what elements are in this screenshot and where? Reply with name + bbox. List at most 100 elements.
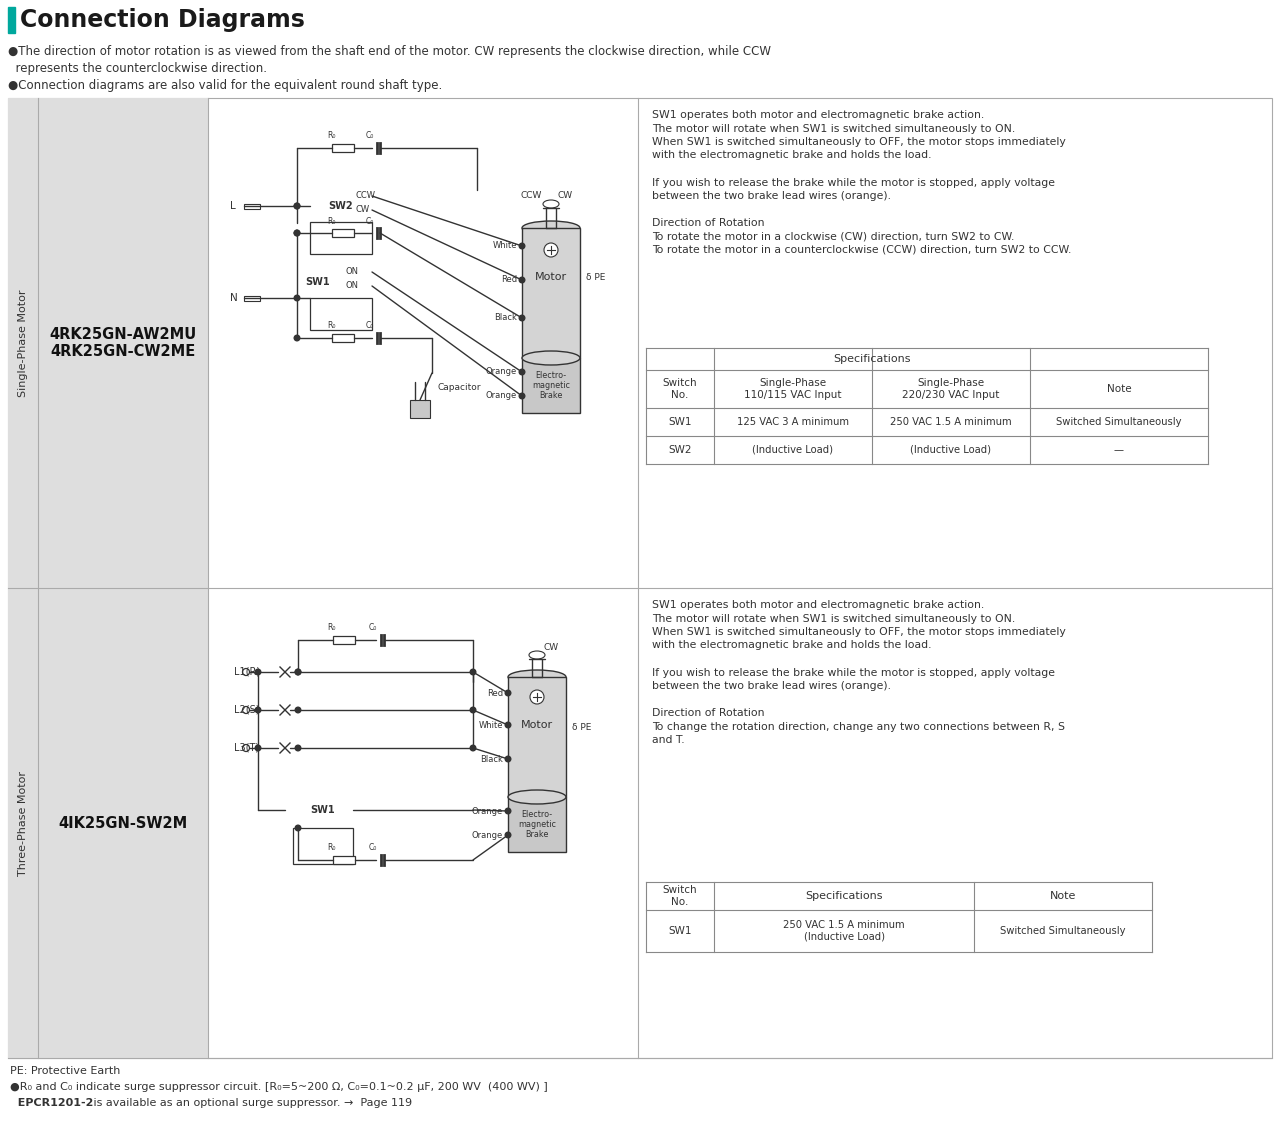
Text: SW1 operates both motor and electromagnetic brake action.: SW1 operates both motor and electromagne… <box>652 600 984 610</box>
Circle shape <box>255 745 261 751</box>
Text: CCW: CCW <box>355 192 375 201</box>
Text: When SW1 is switched simultaneously to OFF, the motor stops immediately: When SW1 is switched simultaneously to O… <box>652 137 1066 147</box>
Text: (Inductive Load): (Inductive Load) <box>753 445 833 455</box>
Text: Black: Black <box>494 314 517 323</box>
Text: ON: ON <box>346 268 358 277</box>
Circle shape <box>506 808 511 814</box>
Text: Capacitor: Capacitor <box>438 383 481 392</box>
Text: and T.: and T. <box>652 735 685 745</box>
Bar <box>333 636 355 643</box>
Circle shape <box>296 669 301 675</box>
Circle shape <box>506 722 511 728</box>
Text: 250 VAC 1.5 A minimum: 250 VAC 1.5 A minimum <box>890 417 1011 427</box>
Bar <box>333 856 355 864</box>
Text: Electro-
magnetic
Brake: Electro- magnetic Brake <box>518 809 556 840</box>
Text: R₀: R₀ <box>328 623 337 632</box>
Text: If you wish to release the brake while the motor is stopped, apply voltage: If you wish to release the brake while t… <box>652 667 1055 677</box>
Ellipse shape <box>508 670 566 684</box>
Text: ●Connection diagrams are also valid for the equivalent round shaft type.: ●Connection diagrams are also valid for … <box>8 78 443 92</box>
Text: Black: Black <box>480 754 503 763</box>
Bar <box>8 7 15 33</box>
Text: Direction of Rotation: Direction of Rotation <box>652 708 764 717</box>
Text: CW: CW <box>557 192 572 201</box>
Text: Electro-
magnetic
Brake: Electro- magnetic Brake <box>532 371 570 400</box>
Text: SW1: SW1 <box>668 417 691 427</box>
Circle shape <box>470 707 476 713</box>
Text: CW: CW <box>544 642 558 651</box>
Circle shape <box>530 691 544 704</box>
Text: ON: ON <box>346 281 358 290</box>
Text: δ PE: δ PE <box>586 274 605 282</box>
Circle shape <box>242 706 250 713</box>
Bar <box>310 298 372 330</box>
Text: with the electromagnetic brake and holds the load.: with the electromagnetic brake and holds… <box>652 640 932 650</box>
Circle shape <box>506 757 511 762</box>
Bar <box>410 400 430 418</box>
Text: Orange: Orange <box>472 806 503 815</box>
Bar <box>332 229 355 237</box>
Text: C₀: C₀ <box>366 216 374 225</box>
Text: δ PE: δ PE <box>572 723 591 732</box>
Text: R₀: R₀ <box>328 131 337 140</box>
Text: Three-Phase Motor: Three-Phase Motor <box>18 770 28 876</box>
Text: (Inductive Load): (Inductive Load) <box>910 445 992 455</box>
Text: Switch
No.: Switch No. <box>663 378 698 400</box>
Text: R₀: R₀ <box>328 843 337 852</box>
Text: SW2: SW2 <box>668 445 691 455</box>
Text: Single-Phase
110/115 VAC Input: Single-Phase 110/115 VAC Input <box>744 378 842 400</box>
Text: between the two brake lead wires (orange).: between the two brake lead wires (orange… <box>652 680 891 691</box>
Text: PE: Protective Earth: PE: Protective Earth <box>10 1066 120 1076</box>
Text: C₀: C₀ <box>369 623 378 632</box>
Text: If you wish to release the brake while the motor is stopped, apply voltage: If you wish to release the brake while t… <box>652 177 1055 187</box>
Circle shape <box>520 315 525 321</box>
Bar <box>8 98 1272 1058</box>
Text: Red: Red <box>500 276 517 285</box>
Circle shape <box>242 668 250 676</box>
Bar <box>508 677 566 797</box>
Text: N: N <box>230 293 238 303</box>
Circle shape <box>470 669 476 675</box>
Text: ●The direction of motor rotation is as viewed from the shaft end of the motor. C: ●The direction of motor rotation is as v… <box>8 45 771 58</box>
Text: Note: Note <box>1050 891 1076 901</box>
Circle shape <box>520 369 525 374</box>
Text: R₀: R₀ <box>328 322 337 331</box>
Bar <box>508 797 566 852</box>
Text: The motor will rotate when SW1 is switched simultaneously to ON.: The motor will rotate when SW1 is switch… <box>652 123 1015 133</box>
Text: Switched Simultaneously: Switched Simultaneously <box>1000 926 1125 936</box>
Circle shape <box>506 832 511 837</box>
Circle shape <box>294 335 300 341</box>
Ellipse shape <box>522 351 580 365</box>
Circle shape <box>296 745 301 751</box>
Ellipse shape <box>508 790 566 804</box>
Text: SW1: SW1 <box>668 926 691 936</box>
Circle shape <box>296 669 301 675</box>
Circle shape <box>242 744 250 751</box>
Ellipse shape <box>543 200 559 209</box>
Text: When SW1 is switched simultaneously to OFF, the motor stops immediately: When SW1 is switched simultaneously to O… <box>652 627 1066 637</box>
Circle shape <box>294 203 300 209</box>
Text: ●R₀ and C₀ indicate surge suppressor circuit. [R₀=5~200 Ω, C₀=0.1~0.2 μF, 200 WV: ●R₀ and C₀ indicate surge suppressor cir… <box>10 1082 548 1092</box>
Text: with the electromagnetic brake and holds the load.: with the electromagnetic brake and holds… <box>652 150 932 160</box>
Text: SW1: SW1 <box>306 277 330 287</box>
Bar <box>8 98 38 589</box>
Text: Orange: Orange <box>472 831 503 840</box>
Circle shape <box>296 707 301 713</box>
Text: 125 VAC 3 A minimum: 125 VAC 3 A minimum <box>737 417 849 427</box>
Bar <box>293 828 353 864</box>
Bar <box>310 222 372 254</box>
Text: Red: Red <box>486 688 503 697</box>
Text: Direction of Rotation: Direction of Rotation <box>652 217 764 228</box>
Text: Switch
No.: Switch No. <box>663 886 698 907</box>
Text: SW1: SW1 <box>311 805 335 815</box>
Text: R₀: R₀ <box>328 216 337 225</box>
Circle shape <box>294 295 300 300</box>
Text: Connection Diagrams: Connection Diagrams <box>20 8 305 33</box>
Text: L3(T): L3(T) <box>234 743 259 753</box>
Text: L1(R): L1(R) <box>234 667 260 677</box>
Circle shape <box>470 745 476 751</box>
Text: White: White <box>493 241 517 250</box>
Circle shape <box>255 669 261 675</box>
Text: L2(S): L2(S) <box>234 705 260 715</box>
Text: C₀: C₀ <box>366 322 374 331</box>
Text: Motor: Motor <box>521 720 553 730</box>
